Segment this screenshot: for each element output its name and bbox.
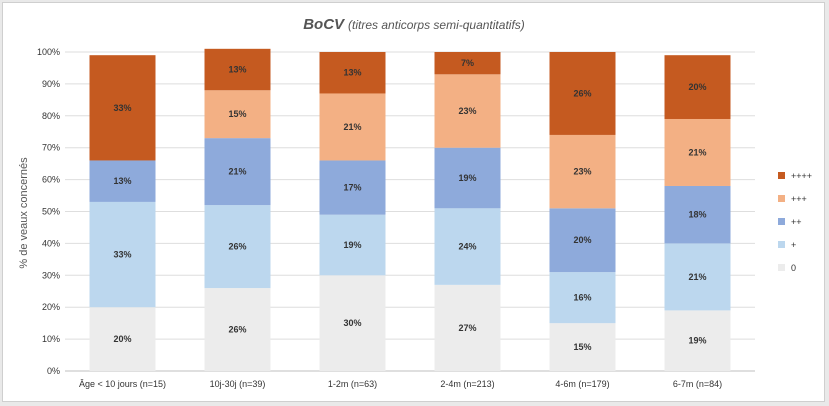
x-axis-categories: Âge < 10 jours (n=15) 10j-30j (n=39) 1-2m … — [79, 379, 722, 389]
bar-segment — [664, 310, 731, 371]
bar-segment — [319, 160, 386, 215]
bar-segment — [434, 147, 501, 209]
legend-label: + — [791, 240, 796, 250]
x-category-label: 6-7m (n=84) — [673, 379, 722, 389]
data-label: 20% — [573, 235, 591, 245]
data-label: 21% — [343, 122, 361, 132]
x-category-label: 2-4m (n=213) — [440, 379, 494, 389]
bars — [89, 48, 731, 371]
chart-title-main: BoCV — [303, 16, 346, 33]
bar-segment — [204, 90, 271, 139]
data-label: 24% — [458, 242, 476, 252]
y-tick-label: 60% — [42, 175, 60, 185]
chart-title: BoCV (titres anticorps semi-quantitatifs) — [303, 16, 525, 33]
data-label: 13% — [343, 68, 361, 78]
legend-swatch — [778, 264, 785, 271]
bar-segment — [319, 214, 386, 276]
legend-swatch — [778, 195, 785, 202]
y-tick-label: 0% — [47, 366, 60, 376]
data-label: 18% — [688, 210, 706, 220]
y-tick-label: 100% — [37, 47, 60, 57]
legend-swatch — [778, 172, 785, 179]
bar-segment — [434, 74, 501, 148]
bar-segment — [89, 55, 156, 161]
bar-segment — [664, 55, 731, 119]
chart-frame: BoCV (titres anticorps semi-quantitatifs)… — [2, 2, 825, 402]
legend-label: ++ — [791, 217, 802, 227]
data-label: 7% — [461, 58, 474, 68]
data-label: 15% — [228, 109, 246, 119]
y-tick-label: 90% — [42, 79, 60, 89]
bar-segment — [319, 93, 386, 161]
legend: ++++++++++0 — [778, 171, 812, 273]
x-category-label: Âge < 10 jours (n=15) — [79, 379, 166, 389]
bar-segment — [319, 275, 386, 371]
bar-segment — [204, 205, 271, 289]
y-tick-label: 20% — [42, 302, 60, 312]
bar-segment — [434, 284, 501, 371]
bar-segment — [549, 323, 616, 371]
data-label: 20% — [688, 82, 706, 92]
bar-segment — [549, 134, 616, 209]
legend-swatch — [778, 241, 785, 248]
x-category-label: 4-6m (n=179) — [555, 379, 609, 389]
bar-segment — [319, 52, 386, 94]
bar-segment — [89, 160, 156, 202]
y-axis-ticks: 0% 10% 20% 30% 40% 50% 60% 70% 80% 90% 100% — [37, 47, 60, 376]
y-tick-label: 70% — [42, 143, 60, 153]
y-axis-label: % de veaux concernés — [18, 157, 30, 269]
data-label: 19% — [688, 336, 706, 346]
bar-segment — [204, 48, 271, 91]
data-label: 19% — [458, 173, 476, 183]
data-label: 21% — [688, 147, 706, 157]
data-label: 26% — [228, 242, 246, 252]
data-label: 30% — [343, 318, 361, 328]
x-category-label: 10j-30j (n=39) — [210, 379, 266, 389]
data-label: 23% — [573, 167, 591, 177]
y-tick-label: 30% — [42, 270, 60, 280]
data-label: 17% — [343, 183, 361, 193]
data-label: 15% — [573, 342, 591, 352]
data-label: 21% — [688, 272, 706, 282]
data-label: 20% — [113, 334, 131, 344]
data-label: 13% — [228, 65, 246, 75]
bar-segment — [549, 272, 616, 324]
bar-segment — [549, 52, 616, 135]
legend-swatch — [778, 218, 785, 225]
data-label: 19% — [343, 240, 361, 250]
data-label: 21% — [228, 167, 246, 177]
legend-label: +++ — [791, 194, 807, 204]
data-label: 27% — [458, 323, 476, 333]
bar-segment — [664, 185, 731, 244]
data-label: 23% — [458, 106, 476, 116]
chart-title-subtitle: (titres anticorps semi-quantitatifs) — [348, 18, 525, 32]
bar-segment — [664, 118, 731, 186]
data-label: 13% — [113, 176, 131, 186]
y-tick-label: 10% — [42, 334, 60, 344]
x-category-label: 1-2m (n=63) — [328, 379, 377, 389]
bar-segment — [434, 52, 501, 75]
gridlines — [65, 51, 755, 372]
data-label: 26% — [228, 325, 246, 335]
bar-segment — [89, 307, 156, 371]
bar-segment — [664, 243, 731, 311]
data-label: 26% — [573, 88, 591, 98]
bar-segment — [549, 208, 616, 273]
bar-segment — [434, 208, 501, 285]
stacked-bar-chart: BoCV (titres anticorps semi-quantitatifs)… — [18, 16, 812, 389]
legend-label: 0 — [791, 263, 796, 273]
y-tick-label: 80% — [42, 111, 60, 121]
bar-segment — [204, 288, 271, 371]
bar-segment — [89, 201, 156, 308]
data-label: 33% — [113, 250, 131, 260]
bar-segment — [204, 138, 271, 206]
y-tick-label: 40% — [42, 238, 60, 248]
data-label: 33% — [113, 103, 131, 113]
y-tick-label: 50% — [42, 207, 60, 217]
data-label: 16% — [573, 293, 591, 303]
data-labels: 20% 33% 13% 33% 26% 26% 21% 15% 13% 30% 19% 17% 21% 1… — [113, 58, 706, 352]
legend-label: ++++ — [791, 171, 812, 181]
